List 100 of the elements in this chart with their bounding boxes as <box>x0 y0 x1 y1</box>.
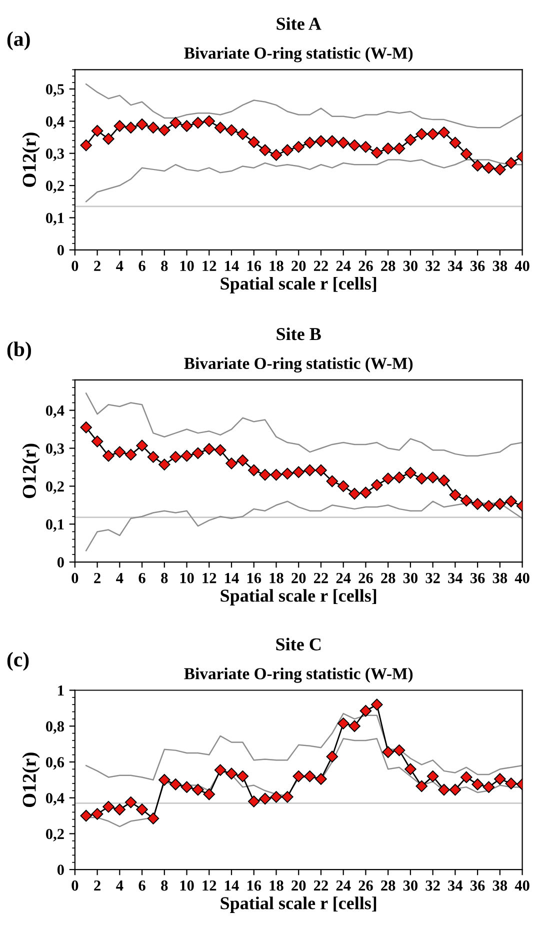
x-tick-label: 22 <box>314 260 328 271</box>
point <box>282 144 294 156</box>
x-tick-label: 36 <box>470 880 485 891</box>
x-tick-label: 20 <box>292 572 306 584</box>
y-tick-label: 0,5 <box>46 84 64 97</box>
point <box>348 488 360 500</box>
point <box>360 704 372 717</box>
point <box>505 157 517 169</box>
x-tick-label: 20 <box>292 260 306 272</box>
point <box>438 784 450 796</box>
point <box>91 436 104 448</box>
x-tick-label: 40 <box>514 572 530 584</box>
x-tick-label: 22 <box>314 572 328 584</box>
point <box>170 451 182 463</box>
point <box>180 450 193 462</box>
chart-subtitle: Bivariate O-ring statistic (W-M) <box>184 47 413 62</box>
point <box>259 468 271 481</box>
x-tick-label: 24 <box>336 572 351 584</box>
point <box>382 142 394 154</box>
point <box>426 770 439 782</box>
x-tick-label: 6 <box>138 880 146 891</box>
point <box>304 136 316 149</box>
point <box>393 142 406 154</box>
point <box>326 475 338 488</box>
point <box>449 784 462 796</box>
y-tick-label: 0,6 <box>46 757 64 770</box>
point <box>124 448 137 461</box>
text: (b) <box>7 342 32 361</box>
point <box>102 132 114 145</box>
x-tick-label: 38 <box>492 880 508 891</box>
point <box>426 128 439 140</box>
x-tick-label: 36 <box>470 260 485 272</box>
point <box>259 144 271 156</box>
x-tick-label: 10 <box>180 880 194 891</box>
point <box>382 746 394 758</box>
y-tick-label: 0,1 <box>46 212 64 226</box>
x-tick-label: 8 <box>161 880 168 891</box>
point <box>371 698 383 710</box>
x-tick-label: 40 <box>514 880 530 891</box>
point <box>348 720 360 732</box>
x-tick-label: 24 <box>336 880 351 891</box>
x-tick-label: 34 <box>448 572 463 584</box>
point <box>292 466 304 478</box>
chart-title: Site A <box>276 17 322 30</box>
point <box>124 122 137 134</box>
x-tick-label: 32 <box>426 572 440 584</box>
point <box>505 495 517 508</box>
point <box>248 796 260 808</box>
point <box>360 486 372 499</box>
point <box>80 810 92 822</box>
x-tick-label: 28 <box>381 572 396 584</box>
point <box>203 788 216 800</box>
x-tick-label: 0 <box>72 880 78 891</box>
text: (a) <box>7 31 30 50</box>
x-tick-label: 30 <box>403 880 418 891</box>
point <box>158 774 170 786</box>
x-tick-label: 22 <box>314 880 328 891</box>
point <box>416 128 428 140</box>
x-tick-label: 24 <box>336 260 351 271</box>
point <box>449 489 462 501</box>
y-tick-label: 0 <box>57 557 64 568</box>
point <box>147 812 160 824</box>
point <box>248 464 260 476</box>
x-tick-label: 4 <box>116 573 124 584</box>
y-axis-title: O12(r) <box>22 752 40 808</box>
x-tick-label: 8 <box>161 572 168 584</box>
point <box>170 116 182 129</box>
y-tick-label: 0,2 <box>46 481 64 494</box>
point <box>114 804 126 816</box>
x-tick-label: 16 <box>247 572 262 584</box>
x-tick-label: 4 <box>116 260 124 271</box>
chart-subtitle: Bivariate O-ring statistic (W-M) <box>184 357 413 373</box>
point <box>270 791 282 803</box>
x-tick-label: 30 <box>403 260 418 272</box>
y-tick-label: 0,3 <box>46 443 64 456</box>
point <box>472 778 484 790</box>
x-tick-label: 8 <box>161 260 168 272</box>
point <box>114 446 126 458</box>
line-series <box>85 84 522 128</box>
point <box>282 468 294 480</box>
x-tick-label: 18 <box>270 880 284 891</box>
chart-title: Site C <box>276 638 321 650</box>
point <box>348 139 360 152</box>
x-tick-label: 28 <box>381 260 396 272</box>
point <box>203 443 216 455</box>
point <box>393 744 406 756</box>
y-tick-label: 0,4 <box>46 792 64 806</box>
point <box>460 148 472 160</box>
x-tick-label: 2 <box>94 572 100 584</box>
point <box>136 804 148 816</box>
x-tick-label: 18 <box>270 572 284 584</box>
point <box>416 472 428 484</box>
x-tick-label: 34 <box>448 880 463 891</box>
point <box>494 498 506 510</box>
y-tick-label: 0 <box>57 864 64 875</box>
point <box>472 160 484 172</box>
x-tick-label: 38 <box>492 260 508 272</box>
point <box>337 718 350 730</box>
x-tick-label: 14 <box>225 880 239 891</box>
point <box>170 778 182 790</box>
